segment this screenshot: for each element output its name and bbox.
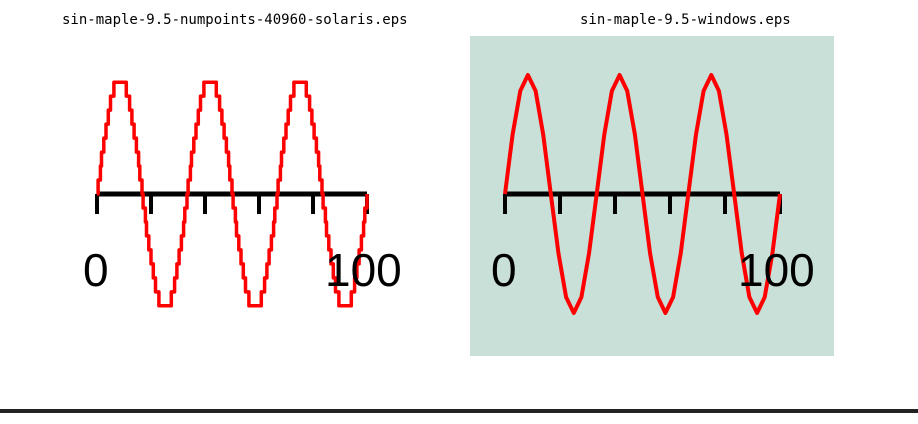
right-plot-caption: sin-maple-9.5-windows.eps [580,12,791,28]
left-sine-plot: 0 100 [83,80,402,308]
left-sine-series-line [96,80,369,308]
right-sine-series-line [503,73,782,315]
right-x-tick-label-end: 100 [738,244,815,296]
left-x-tick-label-end: 100 [325,244,402,296]
right-x-tick-label-start: 0 [491,244,517,296]
left-plot-caption: sin-maple-9.5-numpoints-40960-solaris.ep… [62,12,408,28]
right-plot-panel: 0 100 [470,36,890,356]
left-x-tick-label-start: 0 [83,244,109,296]
right-sine-plot: 0 100 [470,36,834,356]
left-plot-panel: 0 100 [60,36,460,356]
bottom-rule [0,409,918,413]
